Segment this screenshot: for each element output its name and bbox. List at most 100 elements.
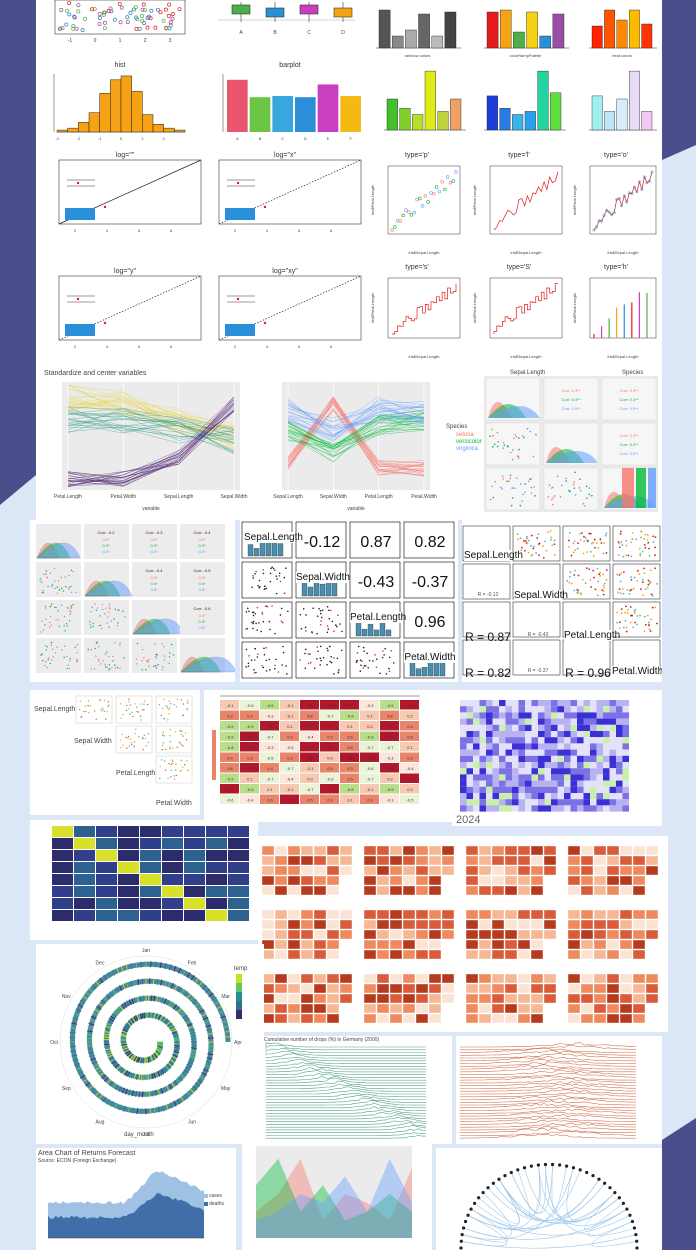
- month-label: Mar: [221, 994, 230, 1000]
- scatter-point: [618, 574, 621, 576]
- scatter-point: [280, 607, 283, 610]
- scatter-point: [331, 620, 334, 623]
- color-legend: [212, 730, 216, 780]
- heatmap-cell: [583, 737, 590, 744]
- heatmap-cell: [118, 874, 139, 885]
- series-line: [67, 406, 235, 433]
- bar: [524, 111, 536, 131]
- heatmap-cell: [74, 862, 95, 873]
- corr-text: Corr: -0.2: [98, 530, 116, 535]
- heatmap-cell: [492, 793, 499, 800]
- heatmap-cell: [632, 939, 646, 950]
- heatmap-cell: [530, 855, 544, 866]
- heatmap-cell: [616, 762, 623, 769]
- heatmap-cell: [622, 799, 629, 806]
- heatmap-cell: [441, 983, 455, 994]
- cell-value: 0.1: [407, 745, 413, 750]
- scatter-point: [163, 760, 166, 762]
- scatter-point: [83, 16, 88, 21]
- series-line: [287, 412, 425, 457]
- temp-tick: [116, 967, 120, 974]
- heatmap-cell: [478, 939, 492, 950]
- data-point: [432, 191, 436, 196]
- x-tick-label: D: [341, 30, 345, 36]
- scatter-point: [131, 711, 133, 714]
- ridge-line: [459, 1127, 636, 1133]
- ridge-line: [265, 1042, 426, 1048]
- heatmap-cell: [300, 949, 314, 960]
- temp-tick: [73, 1063, 80, 1066]
- area-chart-subtitle: Source: ECON (Foreign Exchange): [38, 1158, 117, 1164]
- heatmap-cell: [287, 865, 301, 876]
- log-plot-3-title: log="y": [114, 268, 136, 275]
- density-curve: [180, 657, 235, 673]
- heatmap-cell: [491, 865, 505, 876]
- cell-value: -0.1: [227, 703, 235, 708]
- network-node: [509, 1170, 513, 1175]
- heatmap-cell: [632, 1003, 646, 1014]
- heatmap-cell: [363, 909, 377, 920]
- scatter-point: [57, 619, 60, 621]
- heatmap-cell: [300, 973, 314, 984]
- heatmap-cell: [603, 793, 610, 800]
- cell-value: 0.8: [307, 756, 313, 761]
- heatmap-cell: [590, 731, 597, 738]
- heatmap-cell: [564, 731, 571, 738]
- scatter-point: [134, 732, 136, 735]
- heatmap-cell: [96, 838, 117, 849]
- scatter-point: [87, 705, 89, 707]
- heatmap-cell: [220, 752, 239, 762]
- x-tick-label: 6: [298, 344, 301, 349]
- scatter-point: [41, 653, 43, 655]
- heatmap-cell: [389, 993, 403, 1004]
- temp-tick: [103, 1036, 110, 1038]
- heatmap-cell: [465, 993, 479, 1004]
- temp-tick: [140, 1013, 143, 1020]
- temp-tick: [211, 996, 217, 1001]
- heatmap-cell: [389, 845, 403, 856]
- temp-tick: [86, 1034, 93, 1036]
- heatmap-cell: [622, 780, 629, 787]
- temp-tick: [158, 1069, 163, 1076]
- heatmap-cell: [428, 845, 442, 856]
- scatter-point: [49, 662, 52, 665]
- heatmap-cell: [380, 742, 399, 752]
- data-point: [648, 179, 651, 183]
- scatter-point: [590, 586, 593, 588]
- scatter-point: [356, 652, 359, 654]
- temp-tick: [188, 1058, 195, 1062]
- scatter-point: [167, 707, 169, 709]
- scatter-point: [650, 593, 653, 596]
- temp-tick: [122, 1105, 126, 1112]
- scatter-point: [527, 551, 530, 554]
- heatmap-cell: [473, 724, 480, 731]
- scatter-point: [654, 536, 657, 539]
- scatter-point: [554, 554, 556, 557]
- series-line: [493, 283, 558, 334]
- network-node: [497, 1177, 501, 1181]
- heatmap-cell: [140, 826, 161, 837]
- heatmap-cell: [590, 793, 597, 800]
- ridge-line: [459, 1094, 636, 1100]
- scatter-point: [326, 631, 329, 634]
- scatter-point: [280, 620, 283, 623]
- scatter-point: [656, 582, 658, 585]
- temp-tick: [99, 977, 104, 984]
- scatter-point: [50, 659, 53, 661]
- bar: [550, 92, 562, 131]
- scatter-point: [74, 26, 79, 31]
- scatter-point: [108, 626, 110, 628]
- temp-tick: [135, 962, 138, 969]
- heatmap-cell: [300, 784, 319, 794]
- scatter-point: [92, 622, 94, 625]
- temp-tick: [160, 1016, 165, 1022]
- temp-tick: [169, 1059, 176, 1064]
- heatmap-cell: [376, 845, 390, 856]
- heatmap-cell: [603, 724, 610, 731]
- heatmap-cell: [300, 845, 314, 856]
- temp-tick: [169, 1025, 175, 1030]
- scatter-point: [368, 659, 371, 662]
- heatmap-cell: [287, 929, 301, 940]
- data-point: [615, 198, 619, 201]
- heatmap-cell: [326, 949, 340, 960]
